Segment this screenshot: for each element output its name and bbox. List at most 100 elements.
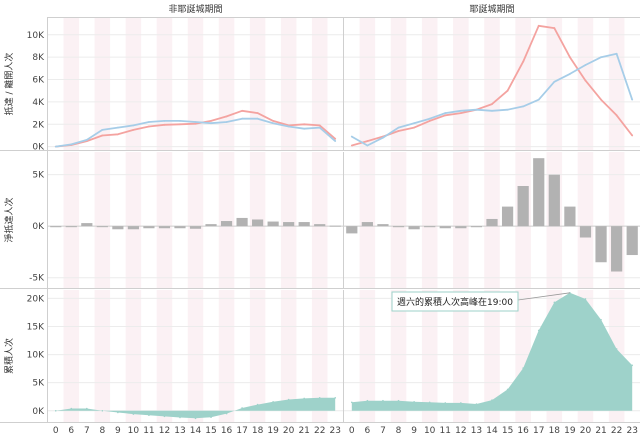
departures-point-non_festival-h12 xyxy=(163,120,166,122)
panel-header-festival: 耶誕城期間 xyxy=(469,3,514,15)
hour-band xyxy=(453,18,469,150)
x-tick-label-festival-10: 10 xyxy=(424,426,436,436)
net-bar-festival-h19 xyxy=(564,206,576,227)
y-tick-label-r1-0: -5K xyxy=(29,274,45,284)
cumulative-point-festival-h21 xyxy=(600,318,602,321)
cumulative-point-non_festival-h17 xyxy=(241,407,243,409)
arrivals-point-non_festival-h19 xyxy=(272,120,275,122)
annotation-leader xyxy=(517,292,570,301)
cumulative-point-festival-h18 xyxy=(553,301,556,304)
hour-band xyxy=(125,152,142,288)
net-bar-non_festival-h10 xyxy=(127,226,139,230)
arrivals-point-non_festival-h10 xyxy=(132,128,135,131)
x-tick-label-non_festival-23: 23 xyxy=(330,426,341,436)
x-tick-label-festival-0: 0 xyxy=(349,426,355,436)
net-bar-non_festival-h18 xyxy=(252,219,264,227)
arrivals-point-festival-h20 xyxy=(584,79,587,82)
y-tick-label-r0-5: 10K xyxy=(27,31,45,41)
x-tick-label-festival-22: 22 xyxy=(611,426,622,436)
x-tick-label-non_festival-12: 12 xyxy=(159,426,170,436)
hour-band xyxy=(311,290,328,422)
cumulative-point-non_festival-h0 xyxy=(54,409,57,412)
y-axis-title-r0: 抵達 / 離開人次 xyxy=(3,53,15,116)
y-tick-label-r2-0: 0K xyxy=(32,407,45,417)
y-tick-label-r0-4: 8K xyxy=(32,53,45,63)
arrivals-point-festival-h6 xyxy=(366,140,369,142)
cumulative-point-non_festival-h19 xyxy=(272,400,274,403)
cumulative-point-festival-h20 xyxy=(584,298,587,300)
departures-point-festival-h9 xyxy=(413,122,416,125)
arrivals-point-festival-h10 xyxy=(428,120,431,122)
hour-band xyxy=(577,152,594,288)
y-tick-label-r1-1: 0K xyxy=(32,222,45,232)
cumulative-point-festival-h15 xyxy=(506,388,509,391)
y-tick-label-r0-0: 0K xyxy=(32,143,45,153)
departures-point-non_festival-h18 xyxy=(256,117,259,120)
cumulative-point-non_festival-h22 xyxy=(318,397,321,399)
net-bar-festival-h23 xyxy=(626,226,638,256)
x-tick-label-festival-8: 8 xyxy=(396,426,402,436)
annotation-box xyxy=(391,291,519,312)
hour-band xyxy=(390,152,407,288)
x-tick-label-non_festival-21: 21 xyxy=(298,426,309,436)
net-bar-festival-h6 xyxy=(361,222,373,227)
hour-band xyxy=(390,18,407,150)
departures-point-festival-h23 xyxy=(631,98,634,101)
net-bar-non_festival-h7 xyxy=(81,223,93,227)
departures-point-non_festival-h14 xyxy=(194,121,197,123)
hour-band xyxy=(453,152,469,288)
arrivals-point-non_festival-h15 xyxy=(210,120,212,122)
arrivals-point-festival-h22 xyxy=(615,114,618,117)
hour-band xyxy=(218,290,235,422)
hour-band xyxy=(421,152,438,288)
departures-point-non_festival-h22 xyxy=(318,126,321,129)
departures-point-festival-h14 xyxy=(491,109,493,112)
x-tick-label-festival-6: 6 xyxy=(365,426,371,436)
net-bar-non_festival-h19 xyxy=(267,221,279,227)
net-bar-festival-h12 xyxy=(455,226,467,229)
hour-band xyxy=(94,18,111,150)
y-tick-label-r2-1: 5K xyxy=(32,379,45,389)
x-tick-label-non_festival-7: 7 xyxy=(84,426,90,436)
departures-point-festival-h8 xyxy=(397,126,400,129)
cumulative-point-festival-h14 xyxy=(491,399,493,401)
arrivals-point-festival-h19 xyxy=(568,56,571,59)
net-bar-non_festival-h0 xyxy=(50,226,62,228)
cumulative-point-non_festival-h10 xyxy=(132,413,135,415)
hour-band xyxy=(94,152,111,288)
departures-point-non_festival-h16 xyxy=(225,121,228,123)
arrivals-point-festival-h18 xyxy=(553,27,556,29)
hour-band xyxy=(453,290,469,422)
departures-point-non_festival-h8 xyxy=(101,128,104,131)
cumulative-point-festival-h0 xyxy=(350,401,353,404)
net-bar-festival-h22 xyxy=(611,226,623,272)
cumulative-area-festival xyxy=(351,292,633,411)
net-bar-festival-h11 xyxy=(439,226,451,229)
arrivals-point-non_festival-h21 xyxy=(303,123,306,126)
net-bar-festival-h8 xyxy=(392,226,405,228)
arrivals-point-festival-h14 xyxy=(491,103,493,106)
net-bar-festival-h18 xyxy=(548,174,560,227)
arrivals-point-festival-h11 xyxy=(444,114,447,117)
departures-point-festival-h10 xyxy=(428,117,431,120)
x-tick-label-non_festival-14: 14 xyxy=(190,426,202,436)
cumulative-point-non_festival-h6 xyxy=(70,407,73,410)
net-bar-festival-h9 xyxy=(408,226,420,230)
arrivals-point-festival-h9 xyxy=(413,126,416,129)
hour-band xyxy=(421,18,438,150)
departures-point-festival-h18 xyxy=(553,80,556,83)
arrivals-point-non_festival-h8 xyxy=(101,134,104,137)
x-tick-label-festival-21: 21 xyxy=(595,426,606,436)
net-bar-festival-h10 xyxy=(424,226,436,228)
cumulative-point-non_festival-h12 xyxy=(163,415,166,418)
arrivals-point-festival-h0 xyxy=(350,144,353,147)
cumulative-point-non_festival-h11 xyxy=(148,414,150,417)
arrivals-point-non_festival-h22 xyxy=(318,124,321,127)
hour-band xyxy=(280,18,297,150)
hour-band xyxy=(280,290,297,422)
arrivals-point-non_festival-h12 xyxy=(163,123,166,126)
net-bar-festival-h15 xyxy=(501,206,514,227)
net-bar-non_festival-h11 xyxy=(143,226,155,229)
departures-point-non_festival-h20 xyxy=(287,125,290,128)
